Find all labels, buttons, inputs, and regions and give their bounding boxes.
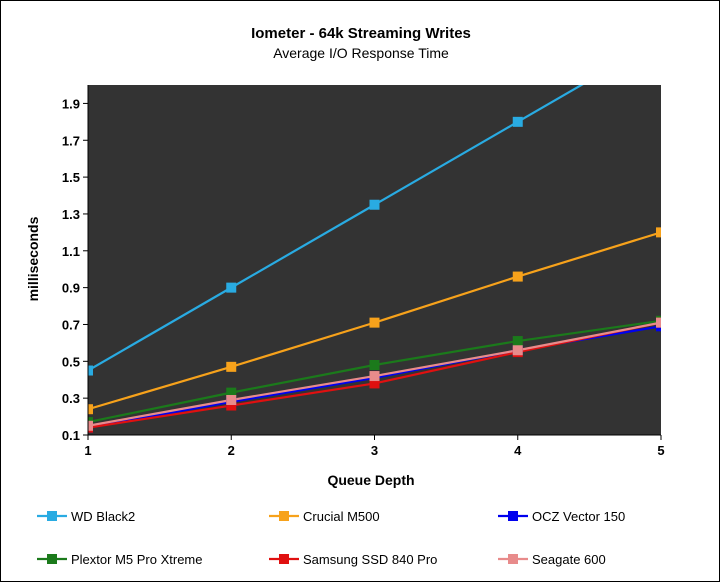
legend-marker: [508, 554, 518, 564]
chart-subtitle: Average I/O Response Time: [273, 45, 449, 61]
legend-item: OCZ Vector 150: [498, 509, 625, 524]
y-tick-label: 0.9: [62, 281, 80, 296]
series-marker: [226, 361, 237, 372]
y-tick-label: 0.3: [62, 391, 80, 406]
legend-item: Plextor M5 Pro Xtreme: [37, 552, 203, 567]
series-marker: [512, 336, 523, 347]
series-marker: [369, 378, 380, 389]
series-marker: [369, 199, 380, 210]
series-marker: [226, 400, 237, 411]
legend-marker: [508, 511, 518, 521]
legend-label: Crucial M500: [303, 509, 380, 524]
legend-item: Crucial M500: [269, 509, 380, 524]
legend-marker: [47, 511, 57, 521]
y-tick-label: 1.3: [62, 207, 80, 222]
y-tick-label: 0.7: [62, 317, 80, 332]
series-marker: [369, 317, 380, 328]
x-tick-label: 2: [228, 443, 235, 458]
y-tick-label: 0.5: [62, 354, 80, 369]
series-marker: [226, 282, 237, 293]
legend-label: Seagate 600: [532, 552, 606, 567]
series-marker: [656, 34, 666, 44]
legend-label: WD Black2: [71, 509, 135, 524]
chart-title: Iometer - 64k Streaming Writes: [251, 25, 471, 42]
x-tick-label: 3: [371, 443, 378, 458]
legend-label: Plextor M5 Pro Xtreme: [71, 552, 203, 567]
series-marker: [512, 116, 523, 127]
series-marker: [512, 271, 523, 282]
series-marker: [512, 345, 523, 356]
legend-label: OCZ Vector 150: [532, 509, 625, 524]
legend: WD Black2 Crucial M500 OCZ Vector 150 Plext…: [37, 509, 625, 567]
y-tick-label: 0.1: [62, 428, 80, 443]
series-marker: [88, 365, 93, 376]
series-marker: [226, 387, 237, 398]
series-marker: [656, 227, 661, 238]
x-axis-label: Queue Depth: [327, 472, 414, 488]
legend-item: Seagate 600: [498, 552, 606, 567]
series-marker: [369, 371, 380, 382]
y-axis-label: milliseconds: [25, 216, 41, 301]
x-tick-label: 5: [657, 443, 664, 458]
y-tick-label: 1.9: [62, 96, 80, 111]
series-marker: [656, 317, 661, 328]
legend-marker: [47, 554, 57, 564]
legend-marker: [279, 511, 289, 521]
series-marker: [369, 360, 380, 370]
series-marker: [88, 420, 93, 431]
legend-item: WD Black2: [37, 509, 135, 524]
y-tick-label: 1.5: [62, 170, 80, 185]
y-tick-label: 1.1: [62, 244, 80, 259]
x-tick-label: 4: [514, 443, 522, 458]
legend-label: Samsung SSD 840 Pro: [303, 552, 437, 567]
legend-item: Samsung SSD 840 Pro: [269, 552, 437, 567]
axes-layer: 0.1 0.3 0.5 0.7 0.9 1.1 1.3 1.5 1.7 1.9 1 2 3 4 5: [62, 85, 665, 458]
series-layer: [88, 34, 666, 433]
x-tick-label: 1: [84, 443, 91, 458]
series-marker: [226, 395, 237, 405]
series-marker: [88, 404, 93, 415]
y-tick-label: 1.7: [62, 133, 80, 148]
legend-marker: [279, 554, 289, 564]
